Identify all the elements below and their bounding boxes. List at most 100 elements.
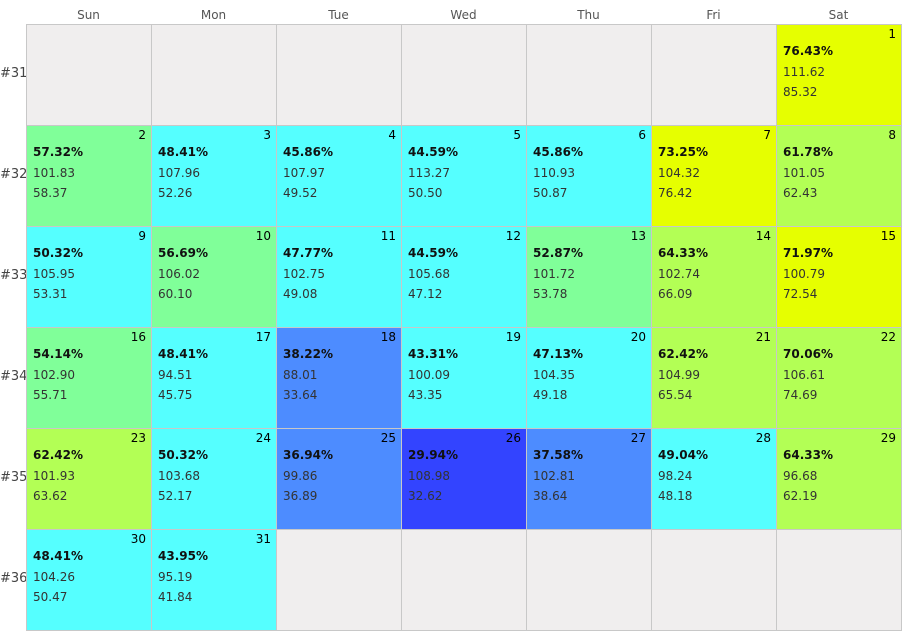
day-value-2: 45.75 xyxy=(158,388,193,402)
day-cell: 2 57.32% 101.83 58.37 xyxy=(26,125,152,227)
empty-cell xyxy=(276,529,402,631)
day-number: 16 xyxy=(130,330,146,344)
day-number: 20 xyxy=(630,330,646,344)
day-percent: 48.41% xyxy=(158,347,208,361)
day-percent: 45.86% xyxy=(533,145,583,159)
day-value-1: 104.99 xyxy=(658,368,700,382)
day-number: 24 xyxy=(255,431,271,445)
day-value-1: 104.32 xyxy=(658,166,700,180)
day-number: 3 xyxy=(263,128,271,142)
day-value-2: 76.42 xyxy=(658,186,693,200)
day-cell: 5 44.59% 113.27 50.50 xyxy=(401,125,527,227)
week-label: #35 xyxy=(0,469,28,485)
day-value-1: 100.09 xyxy=(408,368,450,382)
day-value-1: 105.95 xyxy=(33,267,75,281)
weekday-header: Sat xyxy=(828,8,849,22)
day-percent: 62.42% xyxy=(658,347,708,361)
weekday-header: Fri xyxy=(706,8,721,22)
day-value-1: 96.68 xyxy=(783,469,818,483)
day-cell: 25 36.94% 99.86 36.89 xyxy=(276,428,402,530)
day-cell: 31 43.95% 95.19 41.84 xyxy=(151,529,277,631)
day-value-2: 72.54 xyxy=(783,287,818,301)
day-value-1: 99.86 xyxy=(283,469,318,483)
day-value-1: 102.90 xyxy=(33,368,75,382)
day-cell: 1 76.43% 111.62 85.32 xyxy=(776,24,902,126)
day-cell: 8 61.78% 101.05 62.43 xyxy=(776,125,902,227)
day-cell: 14 64.33% 102.74 66.09 xyxy=(651,226,777,328)
day-percent: 36.94% xyxy=(283,448,333,462)
day-number: 4 xyxy=(388,128,396,142)
day-value-2: 65.54 xyxy=(658,388,693,402)
day-cell: 12 44.59% 105.68 47.12 xyxy=(401,226,527,328)
day-number: 23 xyxy=(130,431,146,445)
day-number: 1 xyxy=(888,27,896,41)
day-value-1: 100.79 xyxy=(783,267,825,281)
day-number: 17 xyxy=(255,330,271,344)
day-cell: 24 50.32% 103.68 52.17 xyxy=(151,428,277,530)
day-number: 25 xyxy=(380,431,396,445)
day-value-2: 41.84 xyxy=(158,590,193,604)
week-label: #32 xyxy=(0,166,28,182)
weekday-header: Wed xyxy=(450,8,477,22)
empty-cell xyxy=(26,24,152,126)
day-value-1: 113.27 xyxy=(408,166,450,180)
day-value-1: 106.61 xyxy=(783,368,825,382)
day-value-1: 102.74 xyxy=(658,267,700,281)
weekday-header: Sun xyxy=(77,8,100,22)
week-label: #34 xyxy=(0,368,28,384)
day-cell: 20 47.13% 104.35 49.18 xyxy=(526,327,652,429)
empty-cell xyxy=(651,529,777,631)
day-cell: 3 48.41% 107.96 52.26 xyxy=(151,125,277,227)
weekday-header: Mon xyxy=(200,8,227,22)
day-value-1: 101.83 xyxy=(33,166,75,180)
day-value-1: 88.01 xyxy=(283,368,318,382)
empty-cell xyxy=(776,529,902,631)
day-cell: 6 45.86% 110.93 50.87 xyxy=(526,125,652,227)
weekday-header: Tue xyxy=(328,8,349,22)
day-percent: 29.94% xyxy=(408,448,458,462)
empty-cell xyxy=(526,24,652,126)
day-value-2: 60.10 xyxy=(158,287,193,301)
day-value-2: 52.26 xyxy=(158,186,193,200)
day-value-1: 107.97 xyxy=(283,166,325,180)
day-number: 2 xyxy=(138,128,146,142)
day-percent: 73.25% xyxy=(658,145,708,159)
day-cell: 7 73.25% 104.32 76.42 xyxy=(651,125,777,227)
day-number: 12 xyxy=(505,229,521,243)
day-value-2: 74.69 xyxy=(783,388,818,402)
day-number: 14 xyxy=(755,229,771,243)
day-value-1: 105.68 xyxy=(408,267,450,281)
day-percent: 76.43% xyxy=(783,44,833,58)
empty-cell xyxy=(651,24,777,126)
day-value-2: 62.43 xyxy=(783,186,818,200)
day-percent: 45.86% xyxy=(283,145,333,159)
day-percent: 49.04% xyxy=(658,448,708,462)
day-value-2: 50.47 xyxy=(33,590,68,604)
day-number: 21 xyxy=(755,330,771,344)
day-number: 22 xyxy=(880,330,896,344)
day-cell: 22 70.06% 106.61 74.69 xyxy=(776,327,902,429)
day-number: 30 xyxy=(130,532,146,546)
day-percent: 52.87% xyxy=(533,246,583,260)
day-value-2: 62.19 xyxy=(783,489,818,503)
day-percent: 62.42% xyxy=(33,448,83,462)
day-value-1: 107.96 xyxy=(158,166,200,180)
day-value-1: 102.75 xyxy=(283,267,325,281)
day-value-2: 47.12 xyxy=(408,287,443,301)
day-value-1: 98.24 xyxy=(658,469,693,483)
day-percent: 47.13% xyxy=(533,347,583,361)
day-cell: 16 54.14% 102.90 55.71 xyxy=(26,327,152,429)
day-percent: 43.95% xyxy=(158,549,208,563)
day-value-2: 38.64 xyxy=(533,489,568,503)
day-value-1: 104.26 xyxy=(33,570,75,584)
day-value-2: 32.62 xyxy=(408,489,443,503)
day-percent: 64.33% xyxy=(783,448,833,462)
empty-cell xyxy=(401,24,527,126)
day-number: 15 xyxy=(880,229,896,243)
day-percent: 56.69% xyxy=(158,246,208,260)
day-cell: 10 56.69% 106.02 60.10 xyxy=(151,226,277,328)
day-number: 11 xyxy=(380,229,396,243)
day-percent: 48.41% xyxy=(33,549,83,563)
day-percent: 50.32% xyxy=(33,246,83,260)
